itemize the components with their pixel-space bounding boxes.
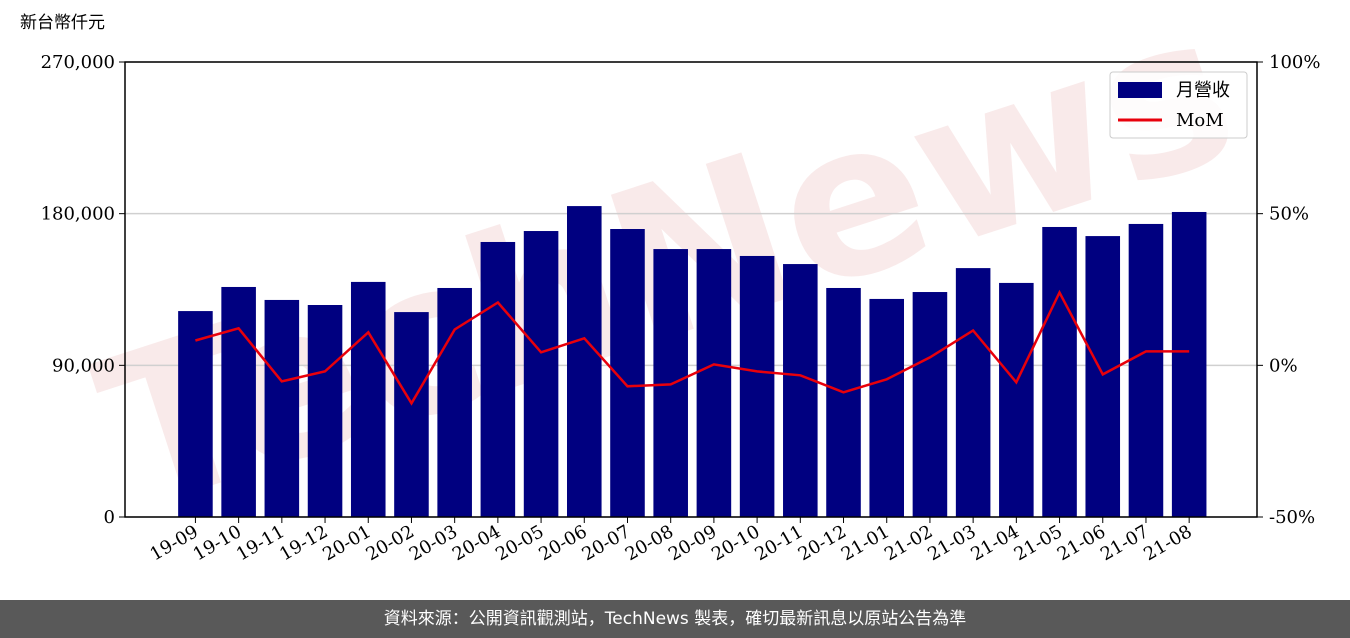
line <box>195 289 1190 406</box>
x-tick-label: 20-01 <box>319 521 374 565</box>
x-tick-label: 20-04 <box>449 521 504 565</box>
bar <box>394 312 429 517</box>
x-tick-label: 21-04 <box>967 521 1022 565</box>
y-tick-label: 180,000 <box>41 204 115 225</box>
bar <box>1085 236 1121 517</box>
x-tick-label: 21-01 <box>838 521 893 565</box>
x-tick-label: 21-02 <box>881 521 936 565</box>
x-tick-label: 20-10 <box>708 521 763 565</box>
bar <box>826 287 861 517</box>
x-tick-label: 21-06 <box>1054 521 1109 565</box>
bar <box>999 282 1034 517</box>
x-tick-label: 21-08 <box>1140 521 1195 565</box>
y2-tick-label: 0% <box>1269 355 1298 376</box>
bar <box>437 287 472 517</box>
bar <box>566 206 602 518</box>
bar <box>739 255 775 517</box>
y-tick-label: 90,000 <box>52 355 115 376</box>
bar <box>696 249 732 518</box>
y-axis-label: 新台幣仟元 <box>20 13 105 33</box>
bar <box>480 241 516 517</box>
plot-frame <box>124 61 1258 518</box>
bar <box>221 286 256 517</box>
x-tick-label: 20-03 <box>406 521 461 565</box>
bar <box>350 281 386 517</box>
y2-tick-label: 100% <box>1269 52 1320 73</box>
x-tick-label: 20-08 <box>622 521 677 565</box>
bar <box>1128 223 1164 517</box>
footer: 資料來源：公開資訊觀測站，TechNews 製表，確切最新訊息以原站公告為準 <box>0 600 1350 638</box>
y2-tick-label: -50% <box>1269 507 1315 528</box>
bar <box>523 231 559 517</box>
x-tick-label: 21-03 <box>924 521 979 565</box>
bar <box>783 264 818 517</box>
legend-label: 月營收 <box>1176 80 1230 101</box>
y2-tick-label: 50% <box>1269 204 1309 225</box>
bar <box>869 298 905 517</box>
x-tick-label: 20-02 <box>363 521 418 565</box>
y-tick-label: 0 <box>104 507 115 528</box>
chart: 新台幣仟元 TechNews090,000180,000270,000-50%0… <box>20 0 1320 565</box>
x-tick-label: 21-07 <box>1097 521 1152 565</box>
bar <box>1042 226 1077 518</box>
legend-swatch <box>1118 82 1162 98</box>
bar <box>307 305 343 517</box>
bar <box>178 311 213 517</box>
x-tick-label: 20-07 <box>579 521 634 565</box>
x-tick-label: 19-12 <box>276 521 331 565</box>
x-tick-label: 20-12 <box>795 521 850 565</box>
y-tick-label: 270,000 <box>41 52 115 73</box>
x-tick-label: 20-11 <box>751 521 806 565</box>
x-tick-label: 21-05 <box>1011 521 1066 565</box>
x-tick-label: 20-09 <box>665 521 720 565</box>
bar <box>955 268 991 517</box>
bar <box>264 299 300 517</box>
bar <box>912 292 948 517</box>
x-tick-label: 20-06 <box>535 521 590 565</box>
bar <box>1171 211 1207 517</box>
legend-label: MoM <box>1176 110 1224 131</box>
x-tick-label: 20-05 <box>492 521 547 565</box>
